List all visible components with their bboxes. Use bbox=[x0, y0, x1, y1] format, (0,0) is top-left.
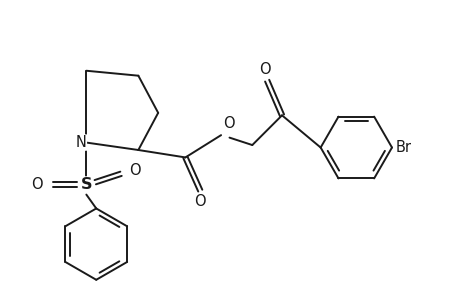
Text: Br: Br bbox=[395, 140, 411, 155]
Text: N: N bbox=[75, 135, 86, 150]
Text: O: O bbox=[31, 177, 43, 192]
Text: O: O bbox=[258, 62, 270, 77]
Text: S: S bbox=[80, 177, 92, 192]
Text: O: O bbox=[223, 116, 235, 131]
Text: O: O bbox=[194, 194, 206, 209]
Text: O: O bbox=[129, 163, 140, 178]
